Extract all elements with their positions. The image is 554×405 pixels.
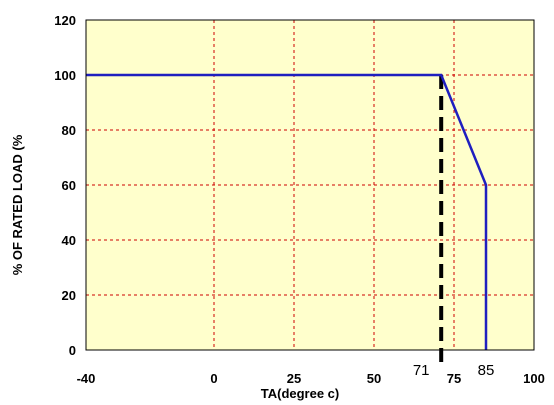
- y-tick-label: 40: [62, 233, 76, 248]
- x-axis-label: TA(degree c): [261, 386, 340, 401]
- x-tick-label: 100: [523, 371, 545, 386]
- y-tick-label: 100: [54, 68, 76, 83]
- series-group: [86, 73, 488, 350]
- x-tick-label: 75: [447, 371, 461, 386]
- y-tick-label: 0: [69, 343, 76, 358]
- series-line-0: [86, 73, 488, 350]
- y-tick-label: 120: [54, 13, 76, 28]
- y-tick-labels: 0 20 40 60 80 100 120: [54, 13, 76, 358]
- x-tick-label: -40: [77, 371, 96, 386]
- annotation-label: 71: [413, 362, 430, 379]
- y-axis-label: % OF RATED LOAD (%: [10, 134, 25, 275]
- y-tick-label: 60: [62, 178, 76, 193]
- x-tick-label: 50: [367, 371, 381, 386]
- x-tick-label: 0: [210, 371, 217, 386]
- plot-border: [85, 19, 535, 351]
- annotation-label: 85: [478, 362, 495, 379]
- x-tick-labels: -40 0 25 50 75 100: [77, 371, 545, 386]
- y-tick-label: 20: [62, 288, 76, 303]
- annotations: 71 85: [413, 362, 494, 379]
- x-tick-label: 25: [287, 371, 301, 386]
- y-tick-label: 80: [62, 123, 76, 138]
